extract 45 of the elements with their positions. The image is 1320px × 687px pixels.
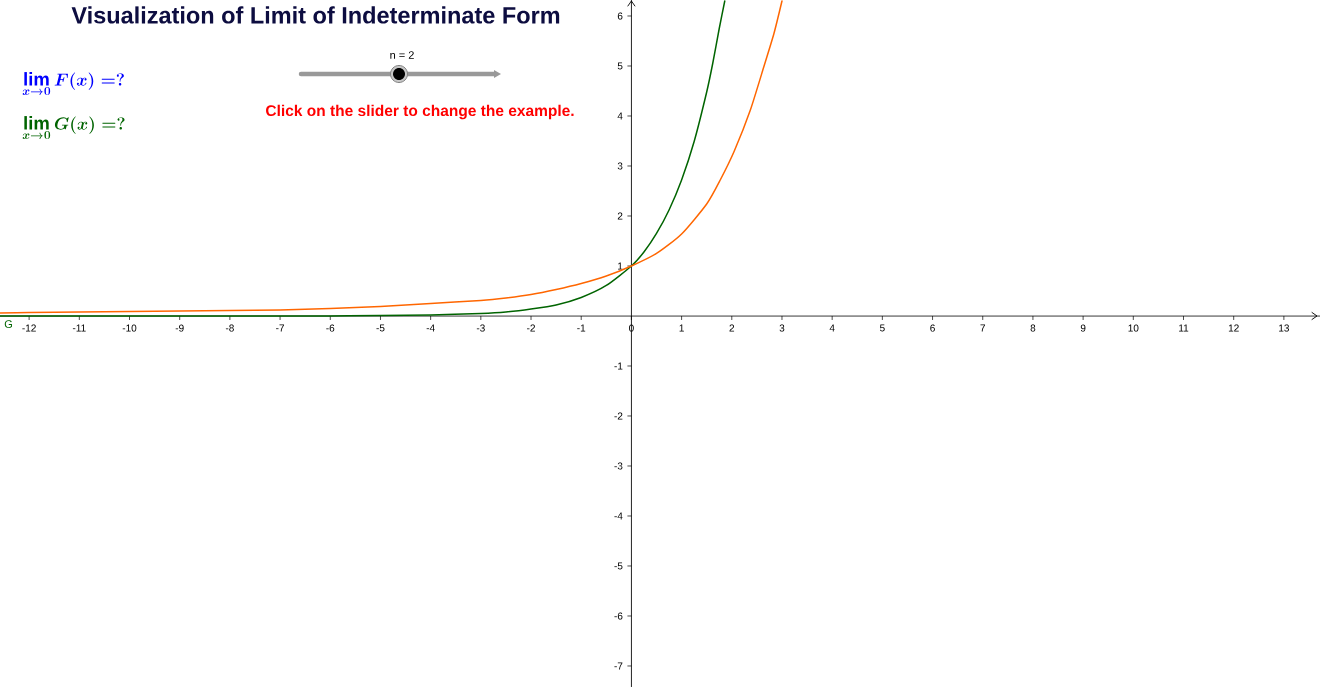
y-tick-label: 1 <box>618 262 623 270</box>
y-tick-label: 2 <box>617 212 623 220</box>
x-tick-label: -12 <box>22 324 36 332</box>
y-tick-label: 3 <box>617 162 623 170</box>
x-tick-label: 8 <box>1030 324 1036 332</box>
x-tick-label: -2 <box>527 324 535 332</box>
x-tick-label: -4 <box>426 324 435 332</box>
x-tick-label: -8 <box>225 324 234 332</box>
annotation: $\lim_{x\to 0} F(x) = ?$ <box>22 72 124 96</box>
x-tick-label: 13 <box>1279 324 1290 332</box>
annotation: Click on the slider to change the example. <box>266 104 574 120</box>
y-tick-label: -2 <box>614 412 623 420</box>
annotation: $\lim_{x\to 0} G(x) = ?$ <box>22 116 125 140</box>
y-tick-label: 4 <box>617 112 623 120</box>
x-tick-label: 11 <box>1179 324 1189 332</box>
x-tick-label: 1 <box>679 324 684 332</box>
x-tick-label: -1 <box>577 324 586 332</box>
x-tick-label: -9 <box>175 324 184 332</box>
x-tick-label: -6 <box>326 324 335 332</box>
x-tick-label: 2 <box>729 324 735 332</box>
y-tick-label: -6 <box>614 612 623 620</box>
x-tick-label: 3 <box>779 324 785 332</box>
x-tick-label: 7 <box>980 324 986 332</box>
x-tick-label: 5 <box>879 324 885 332</box>
annotation: n = 2 <box>390 51 414 59</box>
x-tick-label: -3 <box>476 324 485 332</box>
y-tick-label: -5 <box>614 562 623 570</box>
x-tick-label: -7 <box>276 324 285 332</box>
x-tick-label: -11 <box>72 324 86 332</box>
x-tick-label: -10 <box>122 324 137 332</box>
x-tick-label: 12 <box>1228 324 1239 332</box>
y-tick-label: 6 <box>617 12 623 20</box>
y-tick-label: -4 <box>614 512 623 520</box>
x-tick-label: 9 <box>1080 324 1086 332</box>
x-tick-label: -5 <box>376 324 385 332</box>
x-tick-label: 0 <box>629 324 634 332</box>
y-tick-label: -3 <box>614 462 623 470</box>
y-tick-label: -1 <box>614 362 623 370</box>
x-tick-label: 6 <box>930 324 935 332</box>
y-tick-label: 5 <box>617 62 623 70</box>
chart-title: Visualization of Limit of Indeterminate Form <box>71 6 560 24</box>
x-tick-label: 10 <box>1128 324 1139 332</box>
series-label: G <box>4 320 12 328</box>
y-tick-label: -7 <box>614 662 623 670</box>
x-tick-label: 4 <box>829 324 835 332</box>
